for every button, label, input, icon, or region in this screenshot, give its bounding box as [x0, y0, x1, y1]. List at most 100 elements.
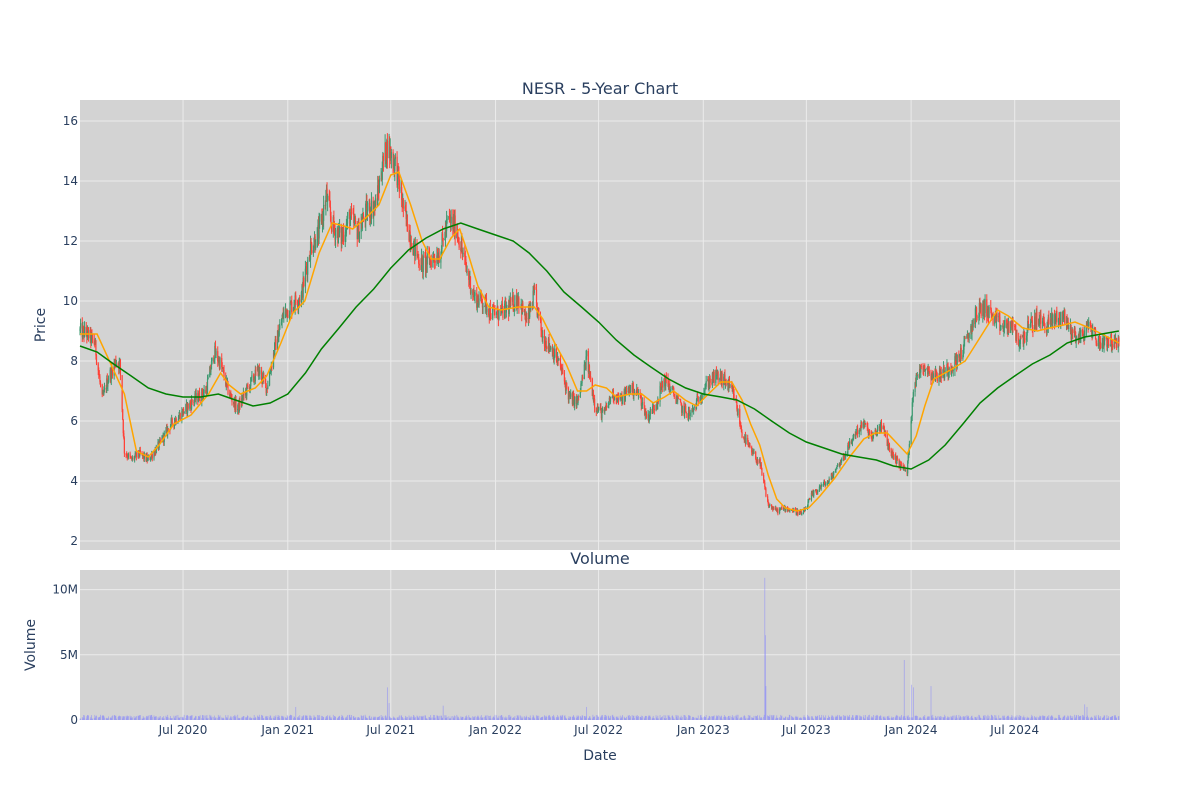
volume-bar [181, 716, 183, 720]
candle-body [832, 474, 834, 479]
candle-body [485, 296, 487, 299]
volume-bar [486, 715, 488, 720]
volume-bar [278, 716, 280, 720]
volume-bar [792, 718, 794, 720]
candle-body [856, 428, 859, 435]
volume-bar [601, 716, 603, 720]
volume-bar [700, 715, 702, 720]
candle-body [827, 481, 830, 483]
price-y-tick-label: 2 [70, 534, 78, 548]
candle-body [632, 383, 634, 396]
volume-bar [314, 717, 316, 720]
candle-body [461, 241, 463, 251]
volume-bar [142, 718, 144, 720]
volume-bar [984, 717, 985, 720]
volume-bar [1106, 715, 1108, 720]
volume-bar [135, 716, 137, 720]
volume-bar [436, 715, 438, 720]
volume-bar [372, 717, 374, 720]
volume-bar [944, 714, 946, 720]
candle-body [270, 372, 272, 374]
volume-bar [665, 717, 667, 720]
volume-bar [246, 717, 248, 720]
volume-bar [739, 717, 741, 720]
volume-bar [665, 715, 667, 720]
candle-body [998, 316, 1000, 318]
volume-bar [227, 715, 229, 720]
volume-bar [241, 716, 243, 720]
candle-body [221, 367, 223, 369]
candle-body [936, 373, 938, 376]
candle-body [862, 422, 864, 428]
volume-bar [155, 716, 157, 720]
candle-body [580, 383, 583, 385]
volume-bar [246, 715, 248, 720]
candle-body [896, 456, 898, 464]
candle-body [850, 441, 852, 443]
volume-bar [1048, 715, 1050, 720]
candle-body [724, 374, 726, 384]
volume-bar [342, 716, 344, 720]
volume-bar [684, 718, 686, 720]
volume-bar [1111, 715, 1113, 720]
candle-body [231, 398, 233, 402]
volume-bar [186, 715, 188, 720]
volume-bar [687, 718, 689, 720]
candle-body [545, 340, 547, 347]
volume-bar [708, 716, 710, 720]
volume-bar [1059, 718, 1061, 720]
candle-body [736, 402, 738, 410]
volume-bar [445, 717, 446, 720]
volume-bar [416, 715, 418, 720]
volume-bar [169, 718, 171, 720]
candle-body [919, 368, 921, 377]
candle-body [357, 233, 359, 240]
volume-bar [624, 718, 626, 720]
candle-body [385, 142, 387, 164]
candle-body [849, 441, 851, 448]
volume-bar [916, 716, 918, 720]
candle-body [541, 331, 543, 339]
volume-bar [82, 718, 84, 720]
candle-body [223, 370, 225, 378]
volume-bar [552, 716, 554, 720]
volume-bar [83, 717, 85, 720]
volume-bar [823, 718, 825, 720]
candle-body [1031, 320, 1033, 328]
volume-bar [469, 717, 471, 720]
candle-body [365, 203, 367, 222]
candle-body [556, 361, 558, 363]
volume-bar [827, 717, 828, 720]
volume-bar [1103, 715, 1105, 720]
volume-bar [198, 716, 200, 720]
volume-bar [197, 718, 199, 720]
candle-body [924, 365, 926, 371]
volume-bar [950, 716, 952, 720]
volume-bar [1058, 716, 1060, 720]
volume-bar [1056, 718, 1058, 720]
volume-bar [876, 714, 878, 720]
volume-bar [249, 716, 251, 720]
volume-bar [233, 716, 235, 720]
volume-bar [971, 716, 972, 720]
volume-bar [605, 717, 607, 720]
candle-body [691, 409, 693, 413]
volume-bar [1107, 718, 1108, 720]
volume-bar [1062, 716, 1064, 720]
volume-bar [1075, 717, 1076, 720]
candle-body [963, 340, 965, 350]
volume-bar [275, 715, 277, 720]
candle-body [733, 393, 735, 399]
volume-bar [1091, 717, 1093, 720]
volume-bar [146, 717, 148, 720]
volume-bar [628, 716, 630, 720]
volume-bar [681, 717, 683, 720]
long-moving-average-line [79, 222, 1120, 470]
candle-body [644, 411, 646, 416]
volume-bar [971, 715, 973, 720]
volume-bar [413, 715, 415, 720]
volume-bar [952, 715, 954, 720]
candle-body [409, 231, 411, 245]
volume-bar [320, 715, 322, 720]
volume-bar [270, 715, 272, 720]
